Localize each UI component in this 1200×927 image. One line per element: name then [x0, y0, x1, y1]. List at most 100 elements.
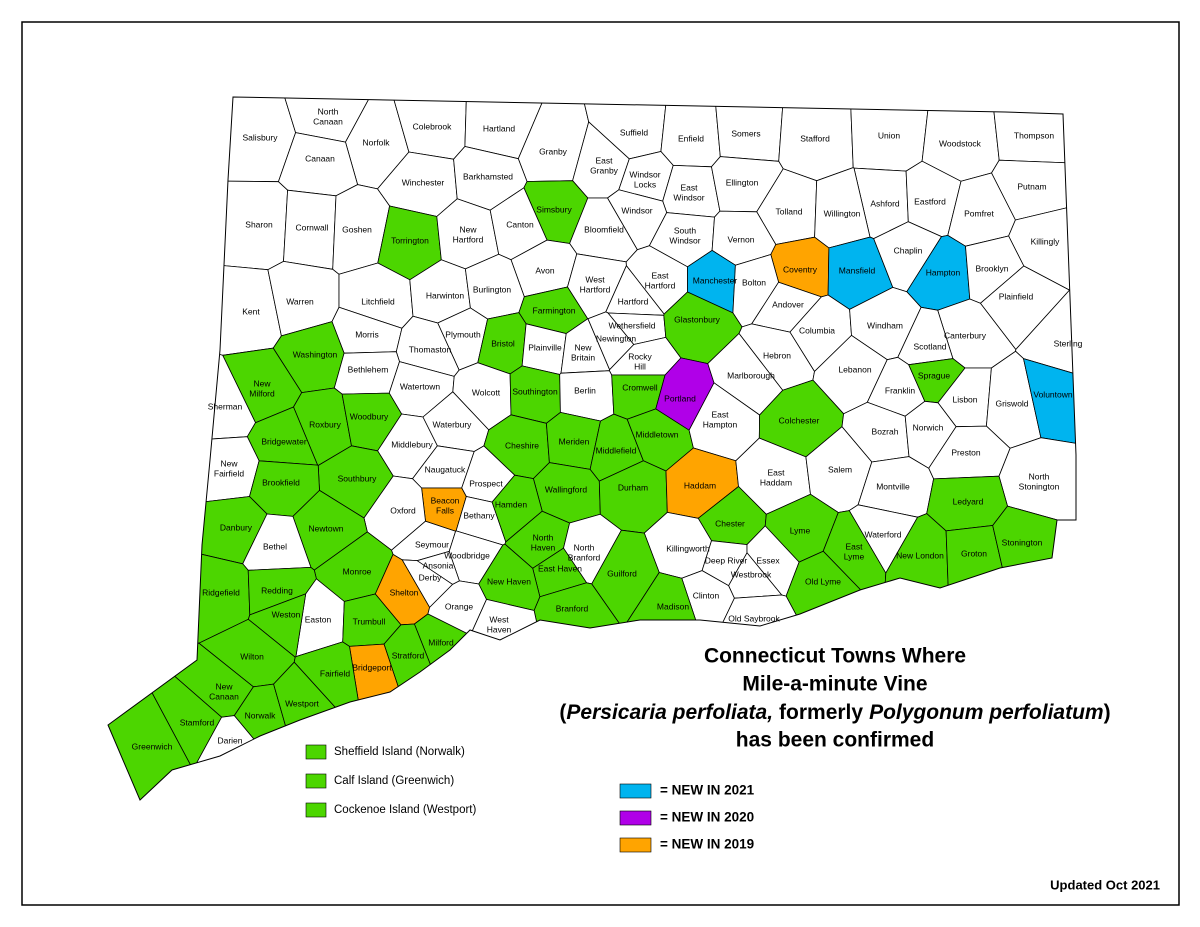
- town-label: Washington: [293, 349, 338, 359]
- town-label: East Haven: [538, 563, 582, 573]
- town-label: Old Lyme: [805, 576, 841, 586]
- island-swatch: [305, 802, 327, 818]
- town-label: Southbury: [338, 473, 377, 483]
- town-label: South: [674, 225, 696, 235]
- title-part: (: [559, 701, 566, 724]
- town-label: Redding: [261, 585, 293, 595]
- town-label: East: [767, 467, 785, 477]
- town-label: Wolcott: [472, 387, 501, 397]
- town-label: Haven: [487, 624, 512, 634]
- town-label: Lyme: [790, 525, 811, 535]
- title-part: Polygonum perfoliatum: [869, 701, 1104, 724]
- town-label: Durham: [618, 482, 648, 492]
- legend-label: = NEW IN 2021: [660, 783, 755, 798]
- island-label: Sheffield Island (Norwalk): [334, 746, 465, 758]
- town-label: Bethlehem: [348, 364, 389, 374]
- town-label: Shelton: [390, 587, 419, 597]
- town-label: Franklin: [885, 385, 916, 395]
- town-label: Brookfield: [262, 477, 300, 487]
- town-label: Greenwich: [132, 741, 173, 751]
- town-label: Harwinton: [426, 290, 465, 300]
- town-label: Oxford: [390, 505, 416, 515]
- town-label: Waterford: [864, 529, 901, 539]
- town-label: Pomfret: [964, 208, 994, 218]
- town-label: Berlin: [574, 385, 596, 395]
- town-label: Canaan: [305, 153, 335, 163]
- town-label: Kent: [242, 306, 260, 316]
- town-label: Manchester: [693, 275, 738, 285]
- town-label: Milford: [249, 388, 275, 398]
- town-label: Weston: [272, 609, 301, 619]
- town-label: Britain: [571, 352, 595, 362]
- town-label: Killingly: [1031, 236, 1061, 246]
- legend-label: = NEW IN 2020: [660, 810, 754, 825]
- town-label: Windsor: [673, 192, 704, 202]
- town-label: Wethersfield: [608, 320, 655, 330]
- town-label: Hartford: [580, 284, 611, 294]
- town-label: Farmington: [533, 305, 576, 315]
- town-label: Killingworth: [666, 543, 710, 553]
- town-label: Hampton: [703, 419, 738, 429]
- town-label: East: [651, 270, 669, 280]
- town-label: Clinton: [693, 590, 720, 600]
- town-label: Darien: [217, 735, 242, 745]
- town-label: Branford: [556, 603, 589, 613]
- town-label: West: [489, 614, 509, 624]
- town-label: Wilton: [240, 651, 264, 661]
- town-label: Morris: [355, 329, 379, 339]
- town-label: Salem: [828, 464, 852, 474]
- town-label: Woodbridge: [444, 550, 490, 560]
- town-label: Trumbull: [353, 616, 386, 626]
- town-label: North: [533, 532, 554, 542]
- town-label: Lyme: [844, 551, 865, 561]
- town-label: Ellington: [726, 177, 759, 187]
- town-label: Southington: [512, 386, 558, 396]
- town-label: Enfield: [678, 133, 704, 143]
- town-label: Simsbury: [536, 204, 572, 214]
- town-label: Norwalk: [245, 710, 276, 720]
- island-swatch: [305, 744, 327, 760]
- town-label: Vernon: [728, 234, 755, 244]
- legend-label: = NEW IN 2019: [660, 837, 754, 852]
- town-label: Plymouth: [445, 329, 481, 339]
- town-label: Plainville: [528, 342, 562, 352]
- town-label: Sprague: [918, 370, 950, 380]
- town-label: Bethel: [263, 541, 287, 551]
- town-label: Chaplin: [894, 245, 923, 255]
- town-label: New Haven: [487, 576, 531, 586]
- legend: = NEW IN 2021 = NEW IN 2020 = NEW IN 2019: [619, 783, 755, 853]
- town-label: Essex: [756, 555, 780, 565]
- town-label: East: [845, 541, 863, 551]
- town-label: New: [215, 681, 233, 691]
- town-label: Winchester: [402, 177, 445, 187]
- town-label: Easton: [305, 614, 332, 624]
- town-label: Madison: [657, 601, 689, 611]
- town-label: New: [459, 224, 477, 234]
- town-label: Canaan: [209, 691, 239, 701]
- town-label: Preston: [951, 447, 981, 457]
- town-label: Columbia: [799, 325, 835, 335]
- town-label: Groton: [961, 548, 987, 558]
- town-label: Haven: [531, 542, 556, 552]
- town-label: Deep River: [705, 555, 748, 565]
- town-label: Beacon: [431, 495, 460, 505]
- town-label: North: [318, 106, 339, 116]
- town: [559, 370, 615, 422]
- town-label: Haddam: [760, 477, 792, 487]
- town-label: Putnam: [1017, 181, 1046, 191]
- town-label: Windham: [867, 320, 903, 330]
- town-label: Bolton: [742, 277, 766, 287]
- legend-swatch: [619, 783, 652, 799]
- town-label: Brooklyn: [975, 263, 1008, 273]
- town-label: Ashford: [870, 198, 900, 208]
- town-label: West: [585, 274, 605, 284]
- town-label: Canterbury: [944, 330, 987, 340]
- town-label: Voluntown: [1033, 389, 1072, 399]
- title-line: has been confirmed: [736, 729, 934, 752]
- title-part: formerly: [779, 701, 863, 724]
- town-label: Hill: [634, 361, 646, 371]
- town-label: Orange: [445, 601, 474, 611]
- town-label: Fairfield: [320, 668, 351, 678]
- town-label: Bloomfield: [584, 224, 624, 234]
